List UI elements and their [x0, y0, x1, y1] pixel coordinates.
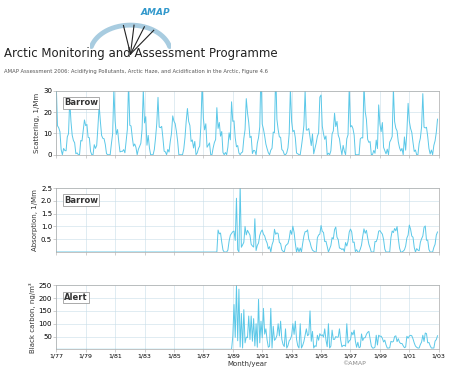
- Text: AMAP Assessment 2006: Acidifying Pollutants, Arctic Haze, and Acidification in t: AMAP Assessment 2006: Acidifying Polluta…: [4, 69, 269, 74]
- Y-axis label: Black carbon, ng/m³: Black carbon, ng/m³: [29, 282, 36, 353]
- Y-axis label: Absorption, 1/Mm: Absorption, 1/Mm: [32, 189, 38, 251]
- X-axis label: Month/year: Month/year: [228, 361, 267, 367]
- Text: Barrow: Barrow: [64, 196, 98, 205]
- Text: Arctic Monitoring and Assessment Programme: Arctic Monitoring and Assessment Program…: [4, 47, 278, 60]
- Text: ©AMAP: ©AMAP: [342, 361, 366, 366]
- Y-axis label: Scattering, 1/Mm: Scattering, 1/Mm: [34, 93, 40, 153]
- Text: Alert: Alert: [64, 293, 87, 302]
- Text: AMAP: AMAP: [140, 8, 170, 17]
- Text: Barrow: Barrow: [64, 98, 98, 107]
